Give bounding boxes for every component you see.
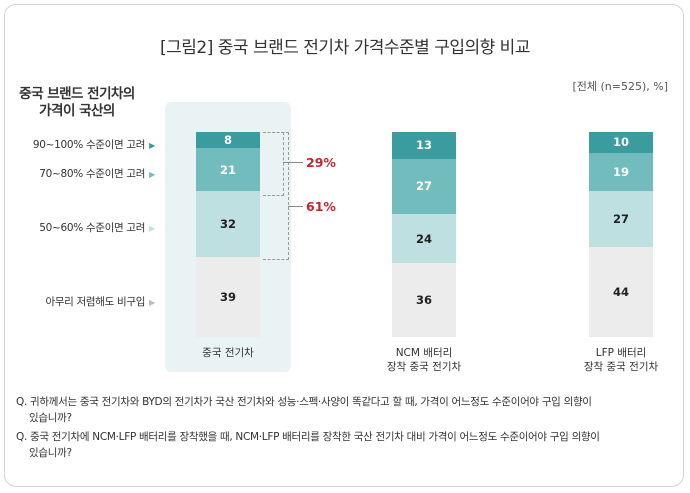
- question-1: Q. 귀하께서는 중국 전기차와 BYD의 전기차가 국산 전기차와 성능·스펙…: [16, 394, 676, 426]
- bar-segment-90-100: 13: [392, 132, 456, 159]
- row-label-90-100: 90~100% 수준이면 고려 ▶: [33, 137, 155, 152]
- callout-line-29: [283, 162, 303, 163]
- question-2: Q. 중국 전기차에 NCM·LFP 배터리를 장착했을 때, NCM·LFP …: [16, 429, 676, 461]
- callout-61: 61%: [306, 199, 336, 214]
- category-label-china-ev: 중국 전기차: [148, 346, 308, 360]
- callout-29: 29%: [306, 155, 336, 170]
- row-label-70-80: 70~80% 수준이면 고려 ▶: [39, 166, 155, 181]
- data-label: 19: [612, 164, 629, 179]
- y-axis-title: 중국 브랜드 전기차의 가격이 국산의: [12, 86, 142, 120]
- unit-note: [전체 (n=525), %]: [572, 80, 668, 93]
- bracket-61: [263, 132, 289, 260]
- row-label-50-60: 50~60% 수준이면 고려 ▶: [39, 220, 155, 235]
- arrow-icon: ▶: [149, 224, 155, 233]
- data-label: 8: [223, 133, 232, 148]
- data-label: 27: [415, 179, 432, 194]
- y-axis-title-line2: 가격이 국산의: [39, 103, 115, 119]
- bar-segment-70-80: 19: [589, 152, 653, 192]
- bar-segment-none: 39: [196, 257, 260, 337]
- row-label-text: 50~60% 수준이면 고려: [39, 222, 146, 234]
- arrow-icon: ▶: [149, 141, 155, 150]
- bar-segment-70-80: 21: [196, 148, 260, 192]
- data-label: 39: [219, 290, 236, 305]
- question-1-line1: Q. 귀하께서는 중국 전기차와 BYD의 전기차가 국산 전기차와 성능·스펙…: [16, 396, 592, 408]
- data-label: 44: [612, 284, 629, 299]
- category-label-line1: LFP 배터리: [595, 347, 647, 359]
- row-label-text: 90~100% 수준이면 고려: [32, 139, 146, 151]
- data-label: 10: [612, 135, 629, 150]
- data-label: 13: [415, 138, 432, 153]
- bar-segment-90-100: 8: [196, 132, 260, 149]
- bar-segment-90-100: 10: [589, 132, 653, 153]
- chart-frame: [4, 4, 684, 487]
- row-label-none: 아무리 저렴해도 비구입 ▶: [45, 294, 155, 309]
- question-1-line2: 있습니까?: [29, 412, 72, 424]
- bar-segment-50-60: 24: [392, 214, 456, 264]
- category-label-ncm: NCM 배터리 장착 중국 전기차: [344, 346, 504, 374]
- category-label-line1: 중국 전기차: [202, 347, 254, 359]
- category-label-line1: NCM 배터리: [395, 347, 453, 359]
- row-label-text: 아무리 저렴해도 비구입: [45, 296, 146, 308]
- chart-title: [그림2] 중국 브랜드 전기차 가격수준별 구입의향 비교: [160, 38, 530, 58]
- question-2-line2: 있습니까?: [29, 447, 72, 459]
- bar-segment-50-60: 32: [196, 191, 260, 258]
- y-axis-title-line1: 중국 브랜드 전기차의: [19, 86, 135, 102]
- bar-segment-none: 36: [392, 263, 456, 337]
- bar-segment-70-80: 27: [392, 158, 456, 214]
- data-label: 24: [415, 231, 432, 246]
- bar-segment-none: 44: [589, 246, 653, 337]
- arrow-icon: ▶: [149, 170, 155, 179]
- data-label: 36: [415, 293, 432, 308]
- category-label-lfp: LFP 배터리 장착 중국 전기차: [541, 346, 690, 374]
- data-label: 32: [219, 217, 236, 232]
- question-2-line1: Q. 중국 전기차에 NCM·LFP 배터리를 장착했을 때, NCM·LFP …: [16, 431, 600, 443]
- bar-segment-50-60: 27: [589, 191, 653, 247]
- data-label: 27: [612, 212, 629, 227]
- arrow-icon: ▶: [149, 298, 155, 307]
- category-label-line2: 장착 중국 전기차: [583, 361, 659, 373]
- callout-line-61: [288, 206, 303, 207]
- category-label-line2: 장착 중국 전기차: [386, 361, 462, 373]
- row-label-text: 70~80% 수준이면 고려: [39, 168, 146, 180]
- data-label: 21: [219, 162, 236, 177]
